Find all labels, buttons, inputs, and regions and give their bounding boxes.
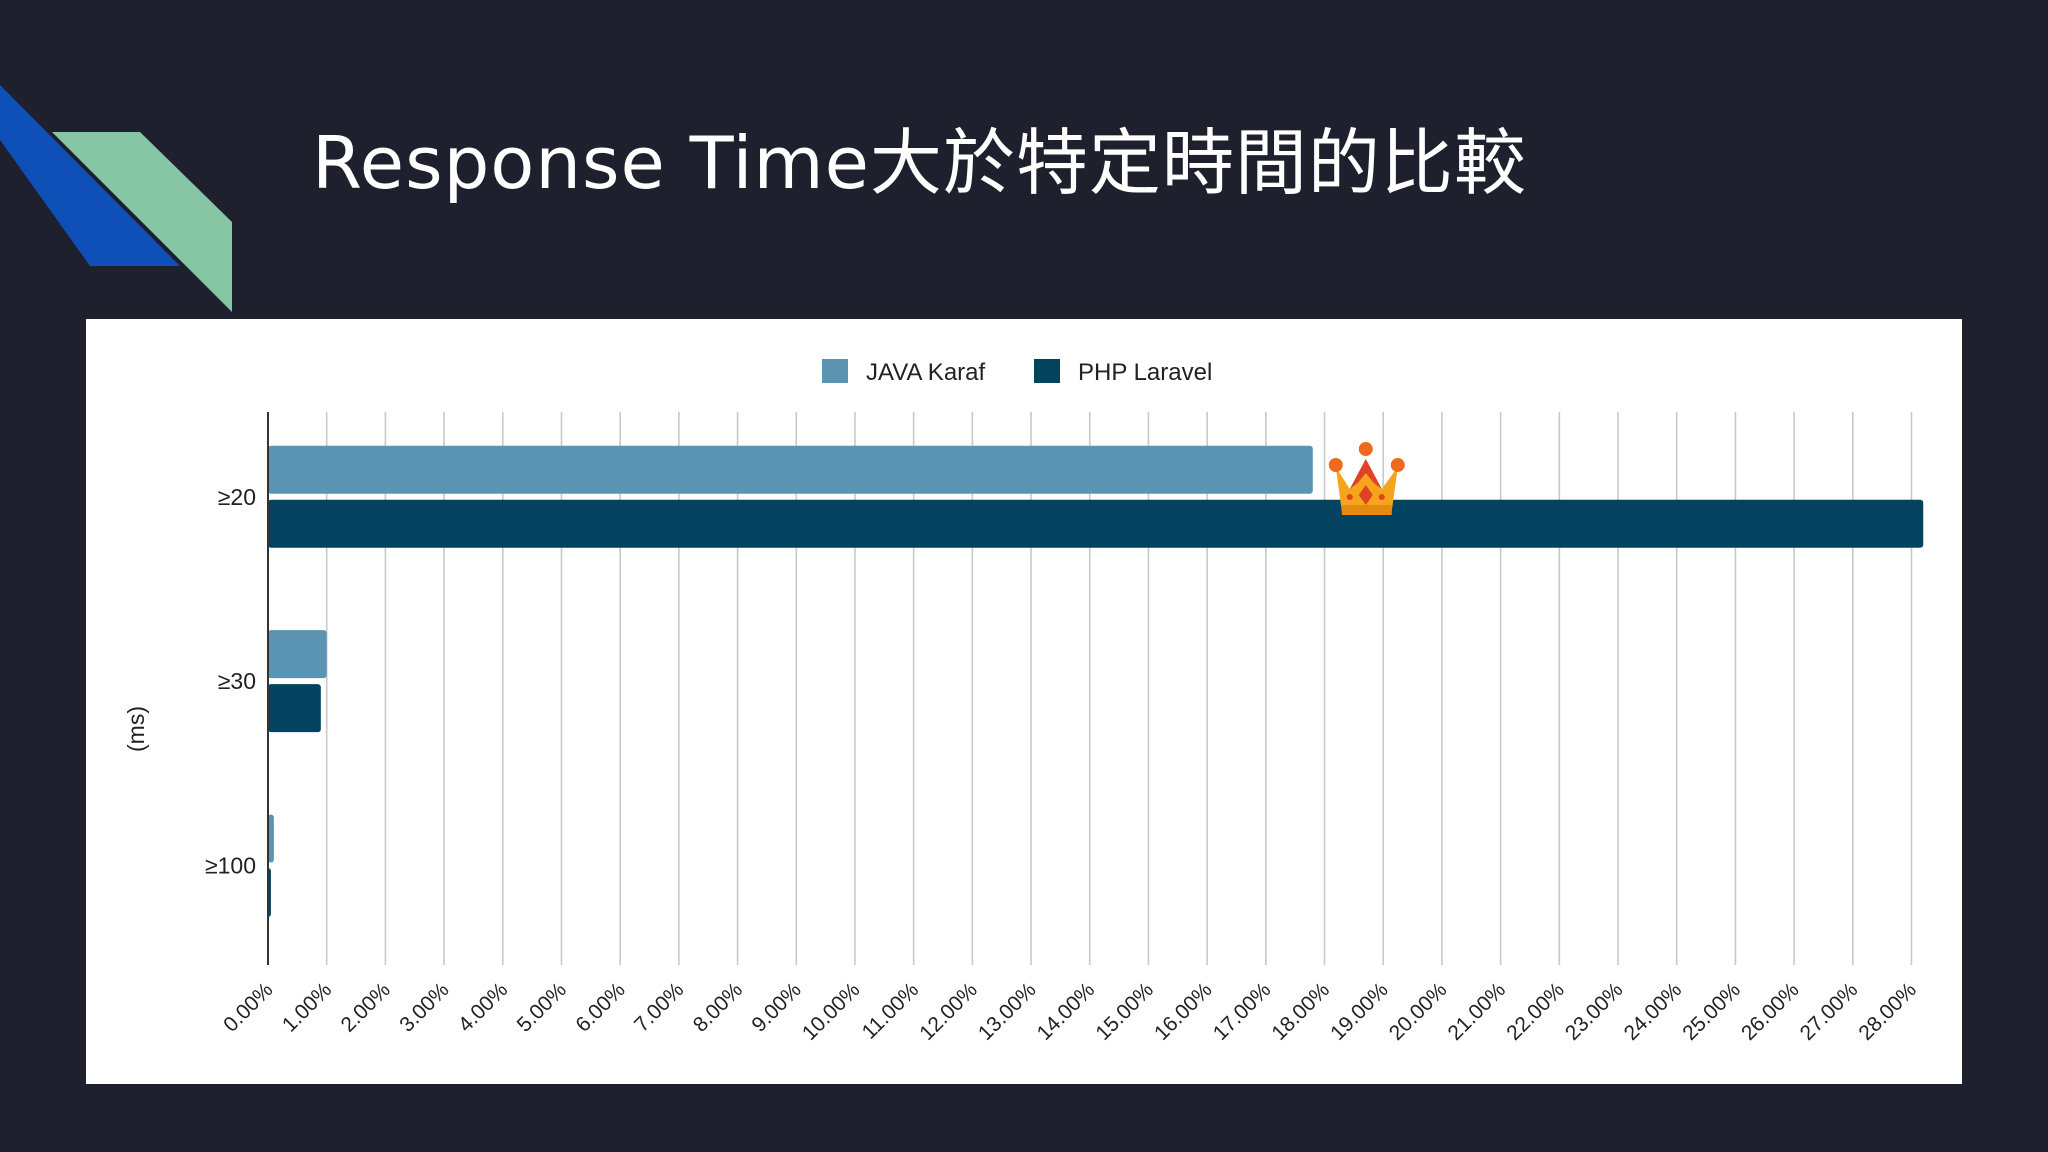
crown-part xyxy=(1358,442,1373,456)
x-tick-label: 4.00% xyxy=(454,978,512,1036)
x-tick-label: 22.00% xyxy=(1502,978,1569,1045)
deco-green-stripe xyxy=(52,132,232,312)
crown-icon xyxy=(1328,442,1405,515)
x-tick-label: 18.00% xyxy=(1267,978,1334,1045)
x-tick-label: 26.00% xyxy=(1737,978,1804,1045)
x-tick-label: 8.00% xyxy=(689,978,747,1036)
legend-label-java-karaf: JAVA Karaf xyxy=(866,359,986,386)
bar-php-laravel xyxy=(268,684,321,733)
bar-chart: ≥20 ≥30 ≥100 0.00% 1.00% 2.00% 3.00% 4.00% 5.00%… xyxy=(123,359,1924,1045)
crown-part xyxy=(1378,494,1385,500)
category-label: ≥30 xyxy=(218,668,256,694)
crown-part xyxy=(1346,494,1353,500)
x-tick-label: 16.00% xyxy=(1150,978,1217,1045)
x-tick-label: 7.00% xyxy=(630,978,688,1036)
x-tick-label: 3.00% xyxy=(395,978,453,1036)
slide-title: Response Time大於特定時間的比較 xyxy=(312,121,1527,205)
x-tick-label: 10.00% xyxy=(798,978,865,1045)
chart-panel: ≥20 ≥30 ≥100 0.00% 1.00% 2.00% 3.00% 4.00% 5.00%… xyxy=(86,319,1962,1084)
x-tick-label: 5.00% xyxy=(513,978,571,1036)
x-tick-label: 1.00% xyxy=(278,978,336,1036)
x-tick-label: 14.00% xyxy=(1033,978,1100,1045)
x-tick-label: 2.00% xyxy=(337,978,395,1036)
x-tick-label: 24.00% xyxy=(1620,978,1687,1045)
x-tick-label: 23.00% xyxy=(1561,978,1628,1045)
x-tick-label: 15.00% xyxy=(1091,978,1158,1045)
x-tick-label: 9.00% xyxy=(747,978,805,1036)
x-tick-label: 11.00% xyxy=(858,978,924,1044)
crown-part xyxy=(1358,485,1373,505)
legend-swatch-java-karaf xyxy=(822,359,848,383)
y-axis-title: (ms) xyxy=(123,706,149,752)
crown-part xyxy=(1341,505,1392,515)
bar-java-karaf xyxy=(268,630,327,679)
legend-swatch-php-laravel xyxy=(1034,359,1060,383)
x-tick-label: 0.00% xyxy=(219,978,277,1036)
x-tick-label: 28.00% xyxy=(1854,978,1921,1045)
bar-java-karaf xyxy=(268,445,1313,494)
category-label: ≥20 xyxy=(218,484,256,510)
x-tick-label: 25.00% xyxy=(1678,978,1745,1045)
crown-part xyxy=(1390,458,1405,472)
crown-part xyxy=(1349,459,1382,489)
x-tick-label: 20.00% xyxy=(1385,978,1452,1045)
x-tick-label: 19.00% xyxy=(1326,978,1393,1045)
legend-label-php-laravel: PHP Laravel xyxy=(1078,359,1212,386)
deco-blue-stripe xyxy=(0,85,180,266)
category-label: ≥100 xyxy=(205,852,256,878)
decorative-corner-shapes xyxy=(0,85,232,312)
x-tick-label: 21.00% xyxy=(1444,978,1511,1045)
x-tick-label: 6.00% xyxy=(571,978,629,1036)
x-tick-label: 27.00% xyxy=(1796,978,1863,1045)
x-tick-label: 13.00% xyxy=(974,978,1041,1045)
x-tick-label: 12.00% xyxy=(915,978,982,1045)
crown-part xyxy=(1328,458,1343,472)
x-tick-label: 17.00% xyxy=(1209,978,1276,1045)
bar-java-karaf xyxy=(268,814,274,863)
bar-php-laravel xyxy=(268,499,1924,548)
